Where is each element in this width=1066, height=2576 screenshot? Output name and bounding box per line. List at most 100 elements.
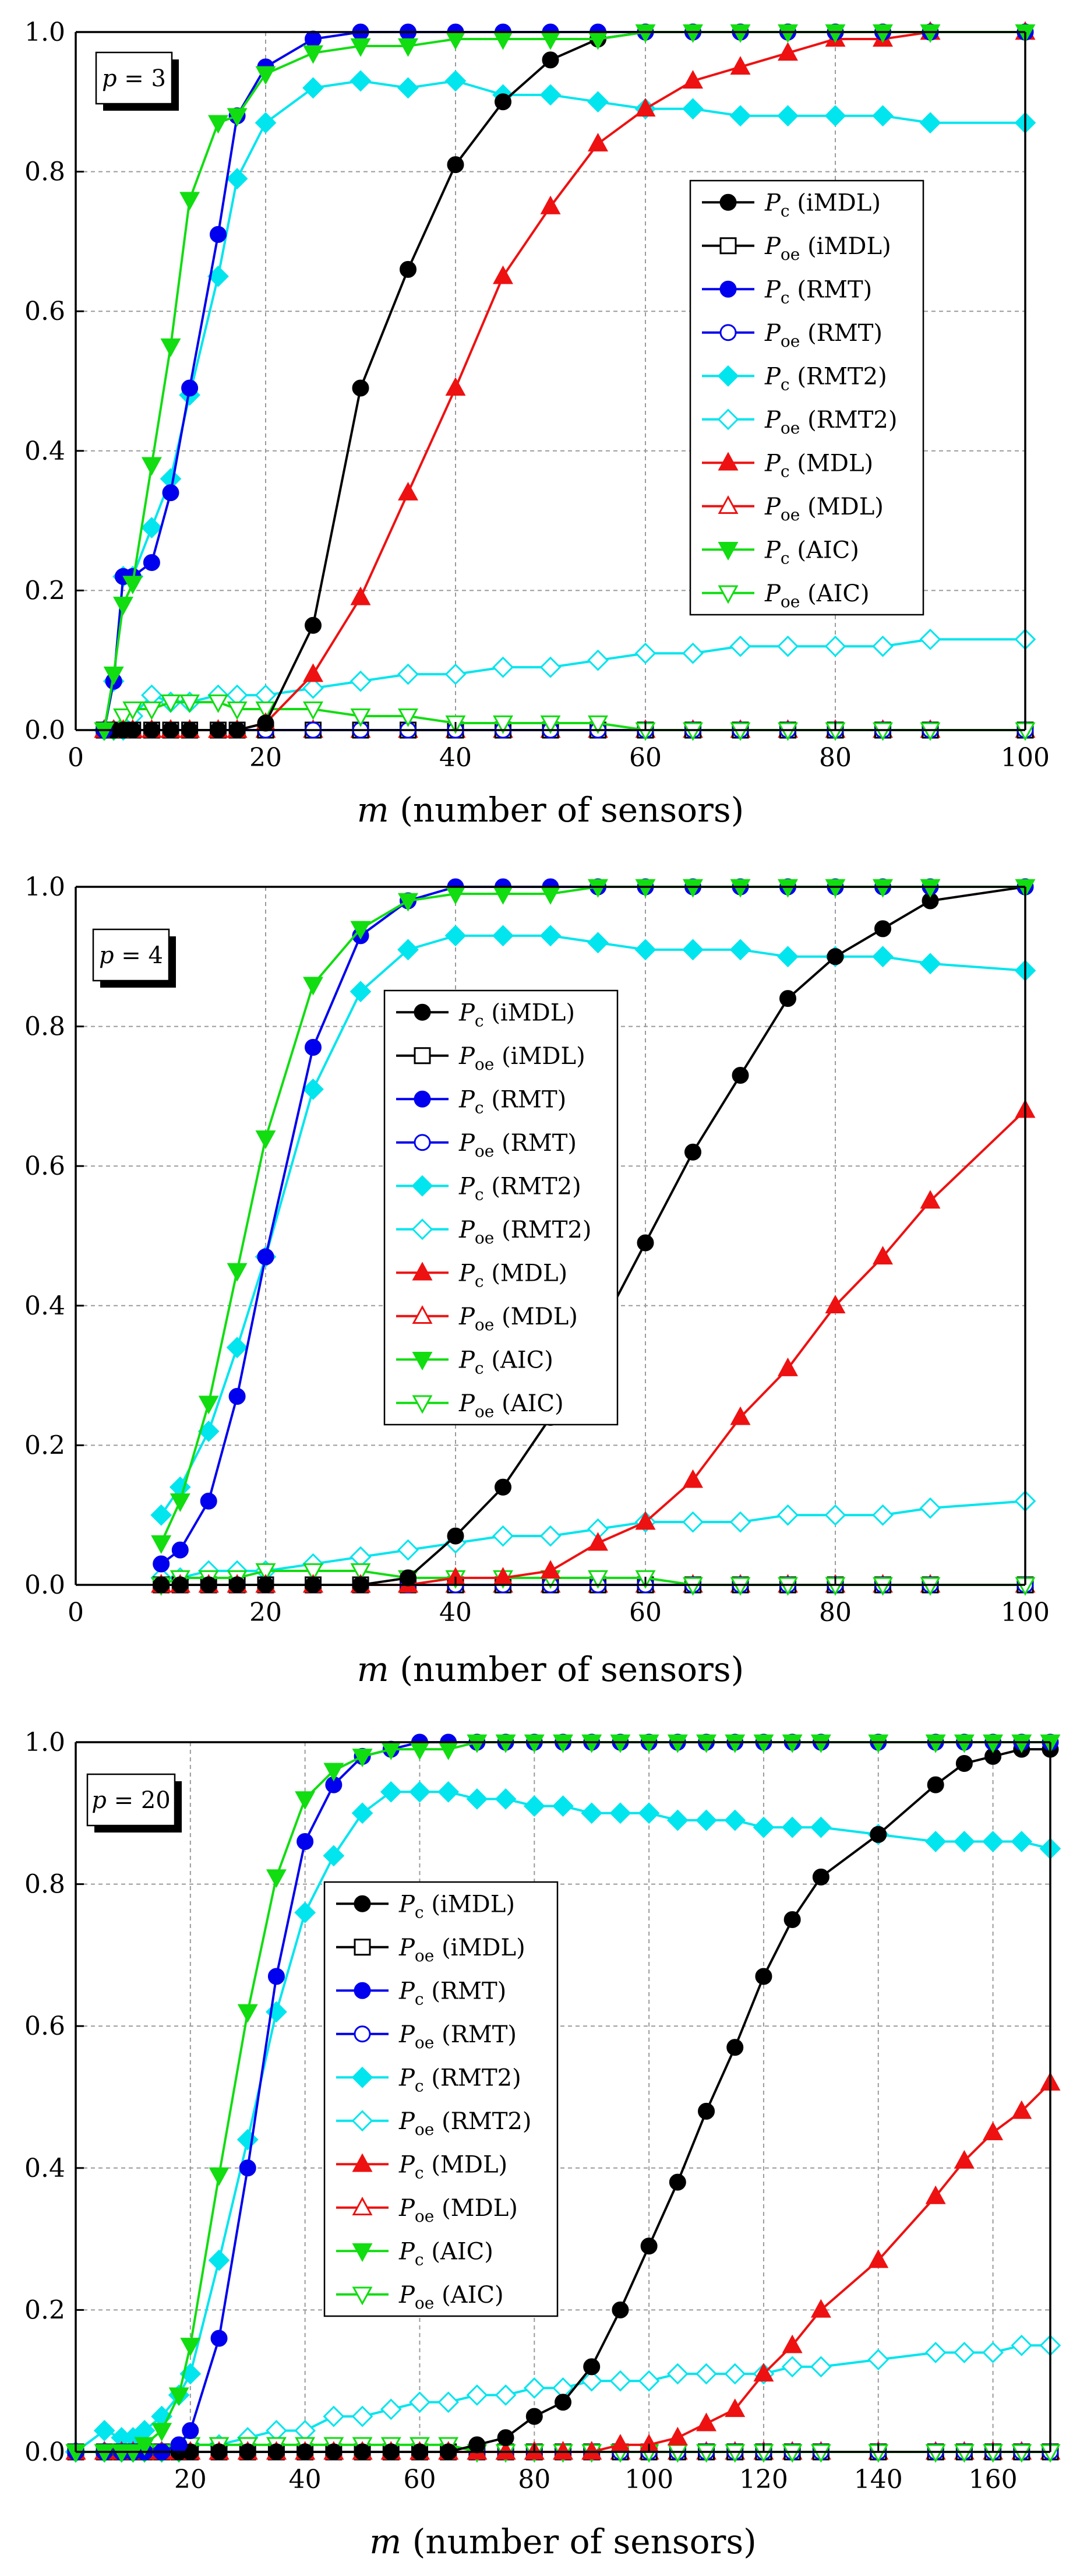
legend-marker — [414, 1047, 431, 1065]
data-point — [350, 586, 371, 605]
data-point — [634, 939, 656, 961]
data-point — [210, 225, 227, 243]
legend-item-poe-aic: Poe (AIC) — [396, 1390, 564, 1421]
data-point — [873, 1246, 893, 1265]
data-point — [323, 1763, 344, 1782]
data-point — [635, 98, 656, 117]
data-point — [729, 105, 751, 127]
grid — [76, 1742, 1050, 2452]
data-point — [724, 1809, 746, 1831]
data-point — [782, 1734, 803, 1753]
data-point — [682, 1511, 704, 1533]
data-point — [983, 1734, 1004, 1753]
chart-panel-1: 0.0 0.2 0.4 0.6 0.8 1.0 0 20 40 60 80 100 m (number … — [24, 17, 1050, 830]
legend-marker — [414, 1090, 431, 1108]
data-point — [726, 2039, 744, 2056]
data-point — [730, 722, 751, 741]
data-point — [635, 24, 656, 43]
data-point — [1011, 1831, 1033, 1852]
data-point — [255, 1563, 276, 1582]
legend-marker — [719, 193, 737, 211]
x-axis-label: m (number of sensors) — [357, 1650, 744, 1689]
data-point — [588, 879, 608, 898]
data-point — [683, 1577, 703, 1596]
data-point — [397, 1539, 419, 1561]
data-point — [171, 1541, 189, 1559]
data-point — [924, 2342, 947, 2363]
data-point — [637, 1234, 654, 1252]
data-point — [380, 1781, 402, 1803]
legend-label: Pc (iMDL) — [458, 999, 575, 1030]
data-point — [729, 939, 751, 961]
data-point — [409, 2391, 430, 2413]
data-point — [667, 2426, 688, 2445]
data-point — [540, 195, 561, 214]
x-tick-label: 160 — [969, 2465, 1018, 2494]
data-point — [468, 2436, 486, 2454]
y-tick-label: 0.0 — [24, 2437, 65, 2467]
legend-label: Pc (RMT) — [458, 1086, 566, 1117]
legend-label: Poe (RMT2) — [764, 407, 898, 438]
data-point — [492, 925, 514, 947]
data-point — [778, 1357, 798, 1376]
legend-item-pc-aic: Pc (AIC) — [396, 1347, 553, 1377]
data-point — [380, 2398, 402, 2420]
legend-marker — [352, 2153, 373, 2172]
data-point — [350, 708, 371, 727]
legend-label: Pc (MDL) — [458, 1260, 567, 1291]
legend-marker — [412, 1261, 433, 1281]
data-point — [350, 981, 372, 1003]
data-point — [447, 156, 464, 174]
legend-marker — [717, 408, 739, 431]
data-point — [683, 24, 703, 43]
data-point — [495, 1478, 511, 1496]
data-point — [540, 1560, 561, 1579]
legend-item-pc-rmt: Pc (RMT) — [396, 1086, 566, 1117]
y-tick-label: 1.0 — [24, 17, 65, 47]
data-point — [698, 2102, 715, 2120]
legend-label: Poe (RMT) — [398, 2021, 517, 2052]
data-point — [920, 24, 941, 43]
series-line — [75, 1791, 1051, 2453]
legend-item-pc-rmt2: Pc (RMT2) — [396, 1173, 581, 1204]
data-point — [725, 2398, 746, 2418]
data-point — [683, 70, 703, 89]
legend-label: Poe (RMT2) — [398, 2108, 532, 2139]
data-point — [141, 457, 162, 476]
legend-marker — [717, 365, 739, 387]
data-point — [872, 946, 894, 968]
chart-panel-3: 0.0 0.2 0.4 0.6 0.8 1.0 20 40 60 80 100 120 140 160 m … — [24, 1728, 1061, 2561]
series-group — [65, 1733, 1061, 2463]
data-point — [919, 112, 941, 134]
data-point — [497, 2429, 514, 2447]
data-point — [920, 1190, 941, 1209]
data-point — [920, 722, 941, 741]
legend-label: Poe (AIC) — [398, 2282, 504, 2313]
data-point — [872, 635, 894, 657]
y-tick-label: 0.2 — [24, 1430, 65, 1460]
data-point — [781, 1816, 803, 1838]
data-point — [781, 2356, 803, 2378]
x-tick-label: 0 — [68, 1598, 84, 1627]
y-tick-label: 0.2 — [24, 2295, 65, 2325]
data-point — [669, 2173, 686, 2191]
data-point — [227, 1263, 248, 1282]
data-point — [400, 260, 416, 278]
y-tick-label: 1.0 — [24, 1728, 65, 1757]
x-tick-label: 100 — [1001, 1598, 1050, 1627]
legend-marker — [718, 495, 739, 514]
legend-marker — [352, 2197, 373, 2215]
data-point — [581, 1734, 602, 1753]
data-point — [495, 93, 511, 111]
data-point — [868, 1734, 889, 1753]
data-point — [778, 722, 798, 741]
data-point — [143, 554, 160, 571]
annotation-box — [95, 51, 173, 105]
y-tick-label: 0.4 — [24, 2154, 65, 2183]
data-point — [495, 2384, 517, 2406]
x-tick-label: 120 — [739, 2465, 788, 2494]
data-point — [555, 2394, 571, 2411]
legend-label: Poe (AIC) — [458, 1390, 564, 1421]
data-point — [725, 1734, 746, 1753]
x-tick-label: 60 — [629, 1598, 662, 1627]
